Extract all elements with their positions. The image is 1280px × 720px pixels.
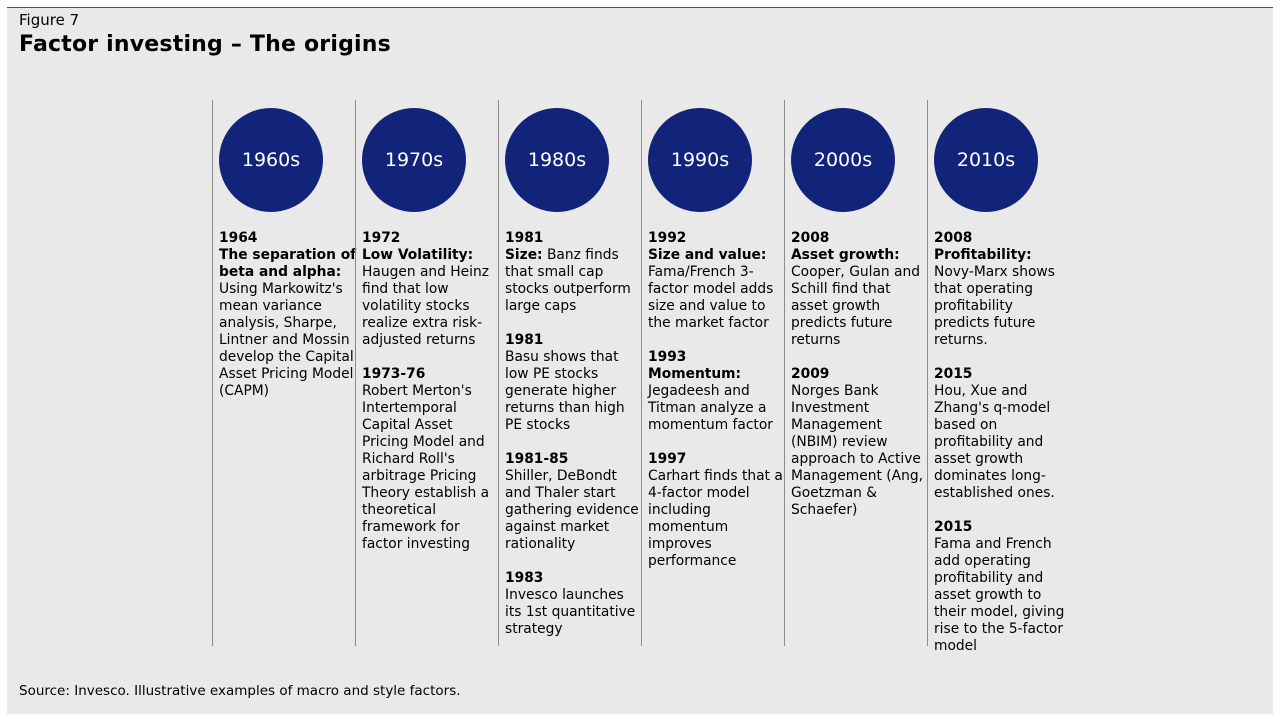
- decade-circle: 1990s: [648, 108, 752, 212]
- figure-title: Factor investing – The origins: [19, 32, 391, 57]
- entry-year: 1981-85: [505, 451, 569, 467]
- entry-text: Shiller, DeBondt and Thaler start gather…: [505, 468, 639, 552]
- decade-circle: 2000s: [791, 108, 895, 212]
- entry-year: 2008: [791, 230, 830, 246]
- timeline-entry: 2009 Norges Bank Investment Management (…: [791, 366, 929, 519]
- entry-heading: Profitability:: [934, 247, 1032, 263]
- decade-column-1960s: 1960s 1964 The separation of beta and al…: [212, 100, 356, 646]
- entry-text: Banz finds that small cap stocks outperf…: [505, 247, 631, 314]
- entry-text: Basu shows that low PE stocks generate h…: [505, 349, 625, 433]
- timeline-entry: 1972 Low Volatility: Haugen and Heinz fi…: [362, 230, 500, 349]
- entry-text: Robert Merton's Intertemporal Capital As…: [362, 383, 490, 552]
- entry-text: Hou, Xue and Zhang's q-model based on pr…: [934, 383, 1055, 501]
- entry-year: 2009: [791, 366, 830, 382]
- entry-heading: The separation of beta and alpha:: [219, 247, 357, 280]
- entry-year: 1981: [505, 230, 544, 246]
- decade-circle: 1960s: [219, 108, 323, 212]
- timeline-entry: 1973-76 Robert Merton's Intertemporal Ca…: [362, 366, 500, 553]
- decade-entries: 2008 Profitability: Novy-Marx shows that…: [934, 230, 1072, 672]
- entry-year: 2008: [934, 230, 973, 246]
- entry-heading: Size and value:: [648, 247, 767, 263]
- entry-heading: Momentum:: [648, 366, 742, 382]
- entry-year: 1992: [648, 230, 687, 246]
- decade-column-1970s: 1970s 1972 Low Volatility: Haugen and He…: [355, 100, 499, 646]
- decade-column-1990s: 1990s 1992 Size and value: Fama/French 3…: [641, 100, 785, 646]
- entry-heading: Size:: [505, 247, 543, 263]
- timeline-entry: 1964 The separation of beta and alpha: U…: [219, 230, 357, 400]
- source-note: Source: Invesco. Illustrative examples o…: [19, 683, 461, 699]
- entry-text: Cooper, Gulan and Schill find that asset…: [791, 264, 921, 348]
- timeline-entry: 2008 Profitability: Novy-Marx shows that…: [934, 230, 1072, 349]
- timeline-entry: 1993 Momentum: Jegadeesh and Titman anal…: [648, 349, 786, 434]
- timeline-entry: 2015 Hou, Xue and Zhang's q-model based …: [934, 366, 1072, 502]
- entry-year: 1997: [648, 451, 687, 467]
- entry-text: Novy-Marx shows that operating profitabi…: [934, 264, 1055, 348]
- entry-year: 1981: [505, 332, 544, 348]
- decade-column-2000s: 2000s 2008 Asset growth: Cooper, Gulan a…: [784, 100, 928, 646]
- timeline-entry: 1981-85 Shiller, DeBondt and Thaler star…: [505, 451, 643, 553]
- entry-heading: Asset growth:: [791, 247, 900, 263]
- decade-circle: 2010s: [934, 108, 1038, 212]
- decade-circle: 1970s: [362, 108, 466, 212]
- decade-entries: 1992 Size and value: Fama/French 3-facto…: [648, 230, 786, 587]
- entry-text: Haugen and Heinz find that low volatilit…: [362, 264, 489, 348]
- entry-year: 1973-76: [362, 366, 426, 382]
- entry-text: Invesco launches its 1st quantitative st…: [505, 587, 636, 637]
- timeline-entry: 2015 Fama and French add operating profi…: [934, 519, 1072, 655]
- entry-year: 1964: [219, 230, 258, 246]
- entry-year: 1993: [648, 349, 687, 365]
- timeline-entry: 1983 Invesco launches its 1st quantitati…: [505, 570, 643, 638]
- entry-heading: Low Volatility:: [362, 247, 474, 263]
- entry-text: Norges Bank Investment Management (NBIM)…: [791, 383, 923, 518]
- decade-entries: 1964 The separation of beta and alpha: U…: [219, 230, 357, 417]
- decade-entries: 1972 Low Volatility: Haugen and Heinz fi…: [362, 230, 500, 570]
- timeline-entry: 1981 Size: Banz finds that small cap sto…: [505, 230, 643, 315]
- decade-column-2010s: 2010s 2008 Profitability: Novy-Marx show…: [927, 100, 1071, 654]
- decade-entries: 2008 Asset growth: Cooper, Gulan and Sch…: [791, 230, 929, 536]
- entry-text: Jegadeesh and Titman analyze a momentum …: [648, 383, 773, 433]
- decade-entries: 1981 Size: Banz finds that small cap sto…: [505, 230, 643, 655]
- entry-text: Using Markowitz's mean variance analysis…: [219, 281, 354, 399]
- timeline-entry: 1992 Size and value: Fama/French 3-facto…: [648, 230, 786, 332]
- entry-text: Fama and French add operating profitabil…: [934, 536, 1065, 654]
- entry-year: 2015: [934, 366, 973, 382]
- figure-label: Figure 7: [19, 11, 80, 29]
- entry-year: 1983: [505, 570, 544, 586]
- timeline-entry: 2008 Asset growth: Cooper, Gulan and Sch…: [791, 230, 929, 349]
- timeline-entry: 1997 Carhart finds that a 4-factor model…: [648, 451, 786, 570]
- figure-panel: Figure 7 Factor investing – The origins …: [7, 7, 1273, 714]
- entry-year: 1972: [362, 230, 401, 246]
- timeline-entry: 1981 Basu shows that low PE stocks gener…: [505, 332, 643, 434]
- entry-text: Fama/French 3-factor model adds size and…: [648, 264, 774, 331]
- decade-column-1980s: 1980s 1981 Size: Banz finds that small c…: [498, 100, 642, 646]
- decade-circle: 1980s: [505, 108, 609, 212]
- entry-year: 2015: [934, 519, 973, 535]
- entry-text: Carhart finds that a 4-factor model incl…: [648, 468, 783, 569]
- timeline: 1960s 1964 The separation of beta and al…: [212, 100, 1071, 654]
